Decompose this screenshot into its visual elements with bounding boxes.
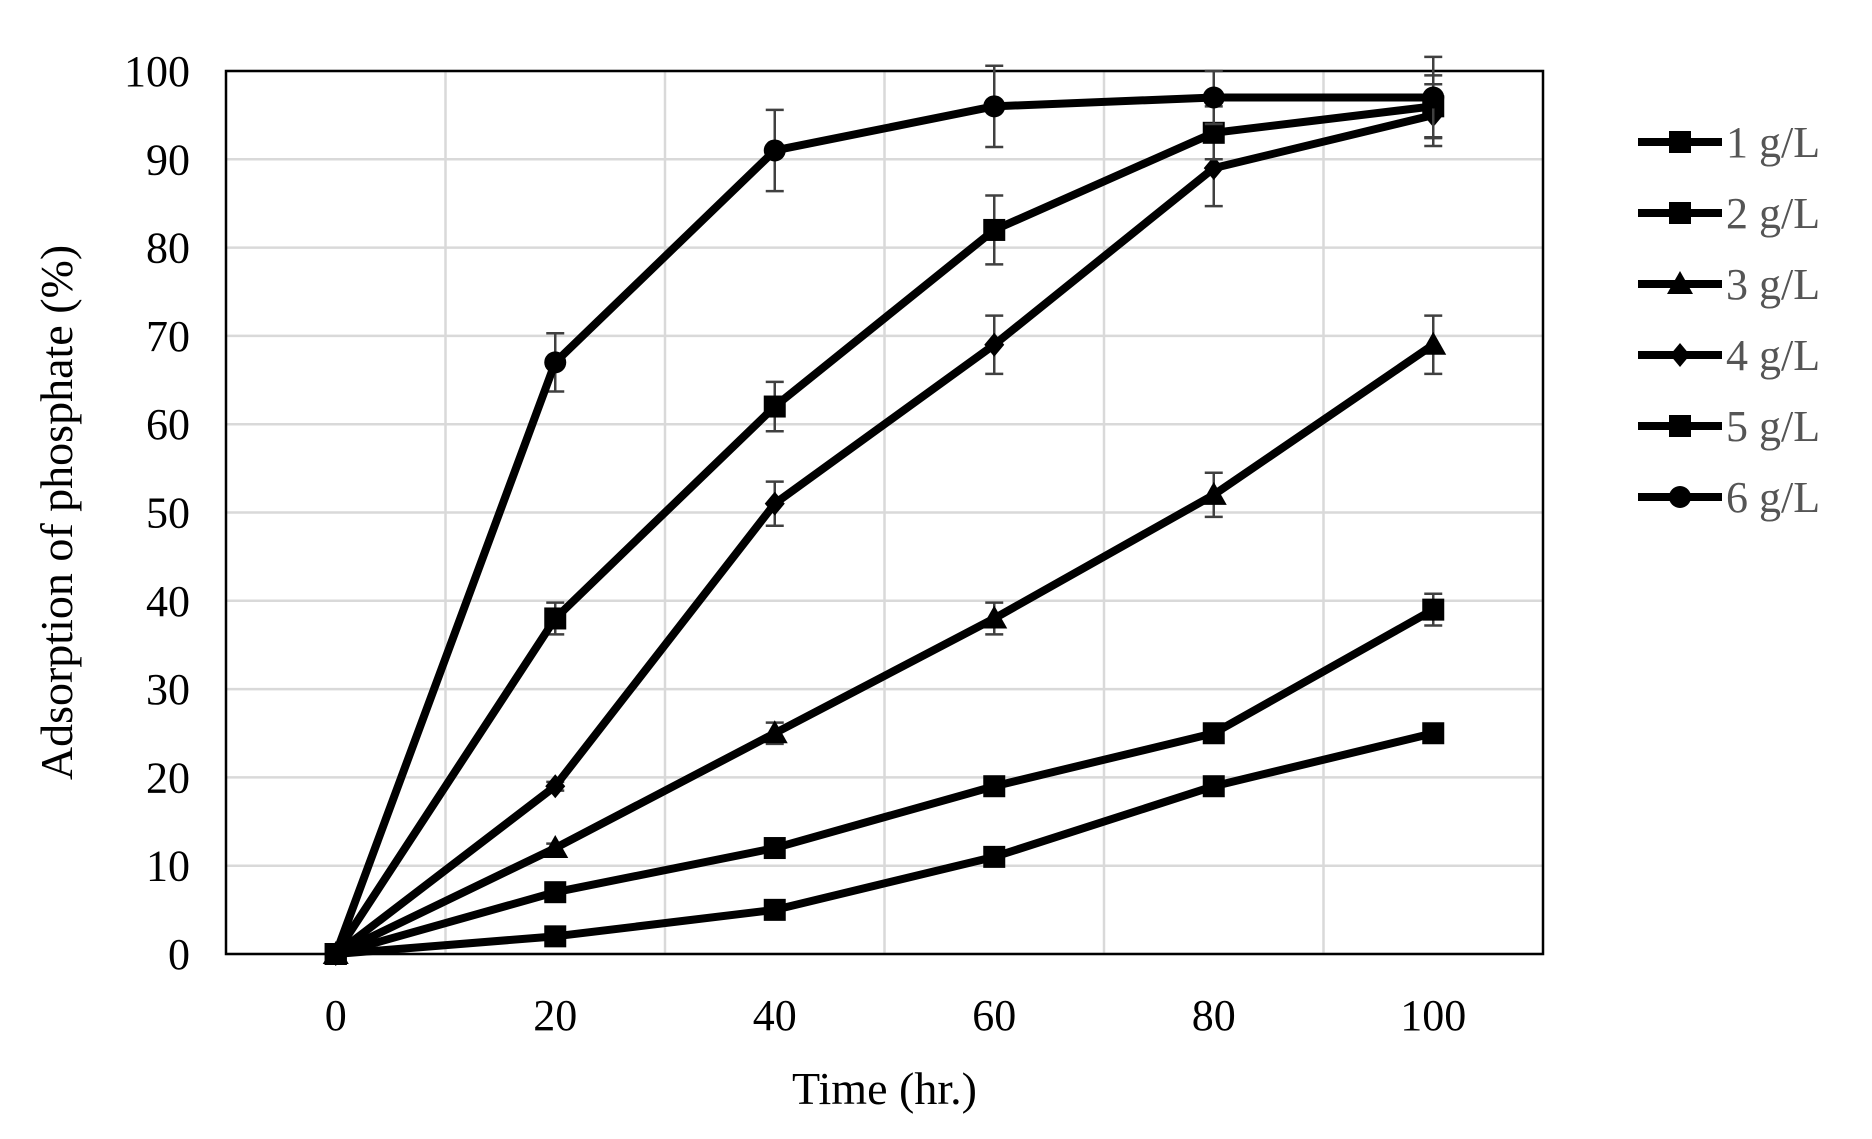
series-line <box>333 111 1435 958</box>
series-6 <box>324 55 1445 965</box>
y-tick-label: 0 <box>168 930 190 979</box>
legend-label: 3 g/L <box>1726 260 1820 309</box>
y-tick-label: 90 <box>146 135 190 184</box>
x-axis-ticks: 0 20 40 60 80 100 <box>325 991 1467 1040</box>
legend-label: 6 g/L <box>1726 473 1820 522</box>
x-tick-label: 40 <box>753 991 797 1040</box>
series-line <box>335 729 1435 958</box>
x-tick-label: 20 <box>533 991 577 1040</box>
legend-marker <box>1669 202 1691 224</box>
y-tick-label: 20 <box>146 753 190 802</box>
data-point <box>763 139 786 162</box>
series-line <box>331 93 1434 956</box>
y-tick-label: 100 <box>124 47 190 96</box>
y-tick-label: 50 <box>146 489 190 538</box>
legend-item-4: 4 g/L <box>1638 331 1820 380</box>
y-axis-ticks: 0 10 20 30 40 50 60 70 80 90 100 <box>124 47 190 979</box>
y-tick-label: 30 <box>146 665 190 714</box>
data-point <box>983 95 1006 118</box>
data-point <box>984 332 1005 357</box>
series-3 <box>322 314 1447 964</box>
data-point <box>544 925 567 948</box>
legend-item-6: 6 g/L <box>1638 473 1820 522</box>
data-point <box>545 774 566 799</box>
legend-label: 4 g/L <box>1726 331 1820 380</box>
series-line <box>334 341 1436 958</box>
data-point <box>763 837 786 860</box>
plot-area <box>224 69 1545 956</box>
series-line <box>332 102 1434 957</box>
legend-label: 1 g/L <box>1726 118 1820 167</box>
data-point <box>544 881 567 904</box>
plot-border <box>224 69 1545 956</box>
x-tick-label: 60 <box>972 991 1016 1040</box>
legend-label: 2 g/L <box>1726 189 1820 238</box>
series-layer <box>322 55 1447 966</box>
data-point <box>1422 722 1445 745</box>
data-point <box>981 605 1008 629</box>
y-tick-label: 80 <box>146 224 190 273</box>
y-tick-label: 40 <box>146 577 190 626</box>
y-tick-label: 70 <box>146 312 190 361</box>
x-tick-label: 0 <box>325 991 347 1040</box>
legend-item-5: 5 g/L <box>1638 402 1820 451</box>
legend: 1 g/L 2 g/L 3 g/L 4 g/L 5 g/L 6 g/L <box>1638 118 1820 522</box>
data-point <box>763 898 786 921</box>
data-point <box>1420 331 1447 355</box>
data-point <box>983 218 1006 241</box>
data-point <box>544 607 567 630</box>
data-point <box>1202 86 1225 109</box>
legend-marker <box>1669 486 1691 508</box>
legend-marker <box>1667 271 1693 294</box>
legend-label: 5 g/L <box>1726 402 1820 451</box>
data-point <box>763 395 786 418</box>
series-line <box>334 606 1436 958</box>
data-point <box>324 943 347 965</box>
legend-marker <box>1669 415 1691 437</box>
legend-marker <box>1669 131 1691 153</box>
legend-item-2: 2 g/L <box>1638 189 1820 238</box>
legend-item-3: 3 g/L <box>1638 260 1820 309</box>
y-axis-title: Adsorption of phosphate (%) <box>31 245 82 780</box>
data-point <box>1422 86 1445 109</box>
data-point <box>1202 722 1225 745</box>
data-point <box>983 775 1006 798</box>
x-tick-label: 100 <box>1400 991 1466 1040</box>
data-point <box>542 835 569 859</box>
legend-marker <box>1670 343 1690 367</box>
legend-item-1: 1 g/L <box>1638 118 1820 167</box>
data-point <box>761 720 788 744</box>
data-point <box>983 845 1006 868</box>
data-point <box>764 491 785 516</box>
y-tick-label: 60 <box>146 400 190 449</box>
x-axis-title: Time (hr.) <box>792 1063 977 1114</box>
data-point <box>1200 481 1227 505</box>
data-point <box>1202 775 1225 798</box>
data-point <box>1422 598 1445 621</box>
y-tick-label: 10 <box>146 842 190 891</box>
data-point <box>1202 121 1225 144</box>
data-point <box>544 351 567 374</box>
x-tick-label: 80 <box>1192 991 1236 1040</box>
data-point <box>1203 156 1224 181</box>
